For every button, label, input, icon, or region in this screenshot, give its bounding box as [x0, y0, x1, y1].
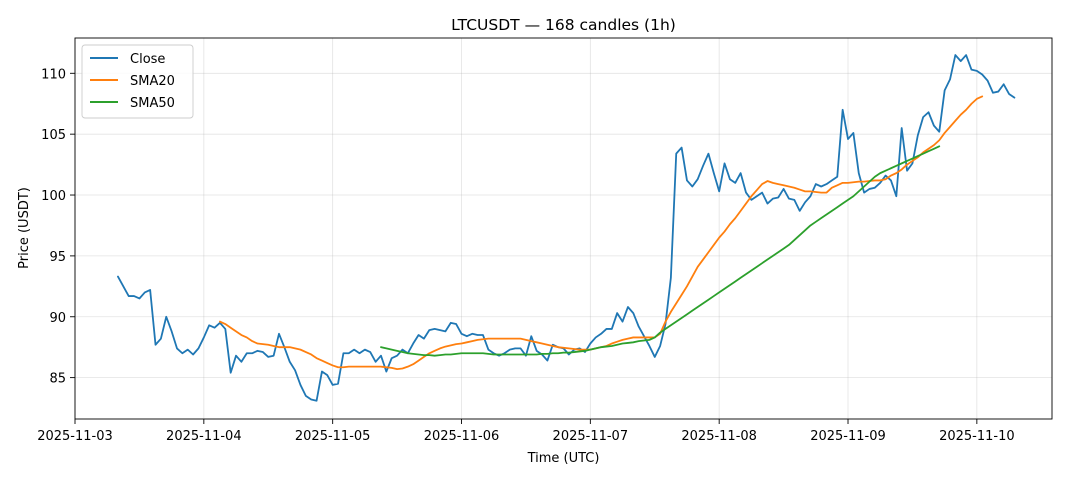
x-tick-label: 2025-11-03 [37, 429, 113, 444]
y-tick-label: 95 [49, 250, 66, 265]
axis-ticks: 2025-11-03 2025-11-04 2025-11-05 2025-11-06… [37, 67, 1014, 444]
x-tick-label: 2025-11-09 [810, 429, 886, 444]
legend-label-sma50: SMA50 [130, 96, 175, 111]
legend-label-close: Close [130, 52, 165, 67]
legend: Close SMA20 SMA50 [81, 44, 194, 119]
y-tick-label: 105 [41, 128, 66, 143]
x-tick-label: 2025-11-04 [166, 429, 242, 444]
chart-title: LTCUSDT — 168 candles (1h) [451, 16, 676, 34]
series-lines [117, 54, 1016, 402]
legend-box [81, 44, 194, 119]
series-line-sma50 [380, 145, 941, 357]
y-axis-label: Price (USDT) [17, 187, 32, 269]
x-tick-label: 2025-11-10 [939, 429, 1015, 444]
y-tick-label: 110 [41, 67, 66, 82]
series-line-close [117, 54, 1016, 402]
x-tick-label: 2025-11-05 [295, 429, 371, 444]
y-tick-label: 90 [49, 311, 66, 326]
x-tick-label: 2025-11-06 [424, 429, 500, 444]
y-tick-label: 85 [49, 372, 66, 387]
x-tick-label: 2025-11-07 [553, 429, 629, 444]
plot-frame [74, 37, 1053, 420]
legend-label-sma20: SMA20 [130, 74, 175, 89]
x-tick-label: 2025-11-08 [681, 429, 757, 444]
y-tick-label: 100 [41, 189, 66, 204]
grid [74, 38, 1052, 419]
x-axis-label: Time (UTC) [527, 451, 600, 466]
